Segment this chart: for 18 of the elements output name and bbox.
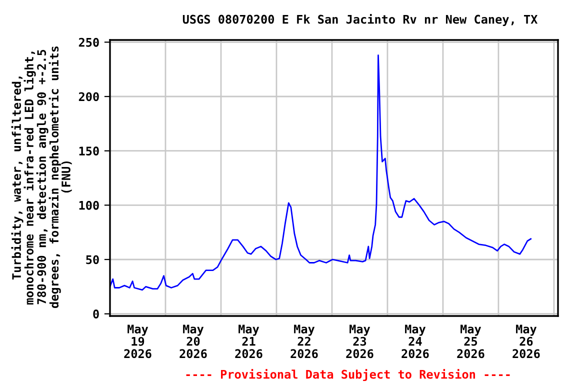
y-tick-label: 50	[86, 255, 99, 264]
x-tick-label: May 25 2026	[457, 324, 484, 358]
chart-title: USGS 08070200 E Fk San Jacinto Rv nr New Caney, TX	[182, 14, 538, 26]
x-tick-label: May 21 2026	[235, 324, 262, 358]
y-tick-label: 150	[79, 146, 99, 156]
text: ---- Provisional Data Subject to Revision ----	[186, 368, 510, 382]
x-tick-label: May 19 2026	[124, 324, 152, 358]
line-series	[110, 54, 532, 291]
x-tick-label: May 22 2026	[290, 324, 318, 358]
x-tick-label: May 26 2026	[512, 324, 540, 358]
y-tick-label: 200	[78, 92, 99, 102]
x-tick-label: May 23 2026	[346, 324, 374, 358]
y-axis-title: Turbidity, water, unfiltered, monochrome near infra-red LED light, 780-900 nm, detection angle 90 +-2.5 degrees, formazin nephelometric units (FNU)	[11, 46, 72, 308]
y-tick-label: 0	[93, 310, 99, 318]
x-tick-label: May 20 2026	[180, 324, 207, 358]
y-tick-label: 100	[79, 200, 99, 210]
y-tick-label: 250	[78, 38, 99, 47]
x-tick-label: May 24 2026	[402, 324, 429, 358]
